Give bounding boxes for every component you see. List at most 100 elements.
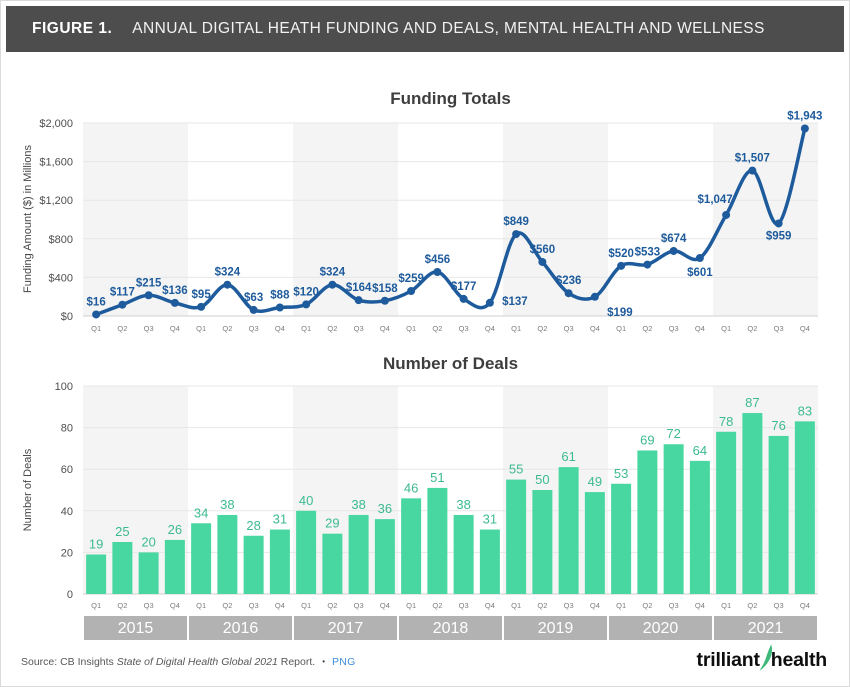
x-tick-q3-2017: Q3	[354, 601, 364, 610]
value-label-q4-2020: $601	[687, 267, 713, 279]
x-tick-q4-2018: Q4	[485, 324, 495, 333]
year-band-2017	[293, 123, 398, 316]
bar-q4-2019	[584, 492, 605, 594]
value-label-q3-2015: $215	[136, 277, 162, 289]
y-tick-label: $2,000	[39, 118, 73, 130]
x-tick-q4-2016: Q4	[275, 601, 285, 610]
data-point-q1-2019	[512, 230, 521, 239]
data-point-q2-2017	[328, 280, 337, 289]
bar-q2-2015	[112, 542, 133, 594]
value-label-q4-2016: $88	[270, 290, 290, 302]
data-point-q2-2018	[433, 267, 442, 276]
bar-q1-2021	[716, 431, 737, 594]
x-tick-q3-2015: Q3	[144, 601, 154, 610]
y-tick-label: 20	[61, 547, 73, 559]
figure-header: FIGURE 1. ANNUAL DIGITAL HEATH FUNDING A…	[6, 6, 844, 52]
data-point-q1-2020	[617, 261, 626, 270]
y-tick-label: $400	[49, 272, 73, 284]
bar-value-label-q3-2018: 38	[456, 497, 470, 512]
x-tick-q3-2016: Q3	[249, 601, 259, 610]
x-tick-q4-2019: Q4	[590, 601, 600, 610]
value-label-q1-2015: $16	[87, 296, 106, 308]
x-tick-q2-2021: Q2	[747, 324, 757, 333]
value-label-q2-2017: $324	[320, 267, 346, 279]
bar-value-label-q2-2020: 69	[640, 432, 654, 447]
bar-value-label-q2-2016: 38	[220, 497, 234, 512]
bar-q4-2015	[164, 539, 185, 594]
value-label-q3-2018: $177	[451, 281, 477, 293]
bar-value-label-q3-2016: 28	[246, 518, 260, 533]
trilliant-health-logo: trilliant health	[697, 644, 827, 672]
bar-q4-2021	[794, 421, 815, 594]
bar-value-label-q4-2015: 26	[168, 522, 182, 537]
data-point-q1-2021	[722, 210, 731, 219]
year-axis-band-2017	[294, 616, 397, 640]
year-band-2015	[83, 123, 188, 316]
x-tick-q4-2021: Q4	[800, 324, 810, 333]
x-tick-q3-2017: Q3	[354, 324, 364, 333]
value-label-q1-2018: $259	[398, 273, 424, 285]
bar-q2-2018	[427, 487, 448, 594]
x-tick-q2-2019: Q2	[537, 324, 547, 333]
x-tick-q1-2019: Q1	[511, 601, 521, 610]
bar-q3-2021	[768, 435, 789, 594]
value-label-q3-2021: $959	[766, 230, 792, 242]
bar-q2-2020	[637, 450, 658, 594]
data-point-q4-2021	[800, 124, 809, 133]
bar-q4-2017	[374, 519, 395, 594]
value-label-q4-2021: $1,943	[787, 111, 822, 123]
source-note: Source: CB Insights State of Digital Hea…	[21, 656, 356, 668]
x-tick-q1-2015: Q1	[91, 601, 101, 610]
x-tick-q3-2020: Q3	[669, 601, 679, 610]
bar-value-label-q1-2017: 40	[299, 493, 313, 508]
x-tick-q1-2017: Q1	[301, 601, 311, 610]
data-point-q3-2018	[459, 294, 468, 303]
bar-q1-2015	[86, 554, 107, 594]
data-point-q3-2015	[144, 291, 153, 300]
year-axis-band-2018	[399, 616, 502, 640]
figure-label: FIGURE 1.	[32, 20, 113, 37]
bar-q4-2016	[269, 529, 290, 594]
bar-value-label-q1-2016: 34	[194, 505, 208, 520]
value-label-q2-2015: $117	[110, 287, 135, 299]
png-link[interactable]: PNG	[332, 656, 356, 668]
value-label-q3-2017: $164	[346, 282, 372, 294]
x-tick-q4-2015: Q4	[170, 601, 180, 610]
x-tick-q4-2019: Q4	[590, 324, 600, 333]
data-point-q3-2017	[354, 296, 363, 305]
funding-chart-title: Funding Totals	[390, 89, 511, 108]
value-label-q1-2020: $520	[608, 248, 634, 260]
bar-value-label-q3-2015: 20	[141, 534, 155, 549]
x-tick-q3-2020: Q3	[669, 324, 679, 333]
bar-q1-2018	[401, 498, 422, 594]
year-axis-band-2020	[609, 616, 712, 640]
value-label-q2-2019: $560	[530, 244, 556, 256]
x-tick-q2-2018: Q2	[432, 324, 442, 333]
x-tick-q2-2016: Q2	[222, 601, 232, 610]
bar-q1-2019	[506, 479, 527, 594]
year-label-2015: 2015	[118, 620, 154, 637]
x-tick-q4-2018: Q4	[485, 601, 495, 610]
logo-word-health: health	[770, 649, 827, 671]
value-label-q4-2019: $199	[607, 307, 633, 319]
bar-q1-2020	[611, 483, 632, 594]
value-label-q4-2017: $158	[372, 283, 398, 295]
value-label-q3-2019: $236	[556, 275, 582, 287]
source-suffix: Report.	[277, 656, 316, 668]
bar-value-label-q4-2021: 83	[798, 403, 812, 418]
x-tick-q3-2015: Q3	[144, 324, 154, 333]
data-point-q3-2016	[249, 305, 258, 314]
x-tick-q2-2016: Q2	[222, 324, 232, 333]
bar-value-label-q4-2018: 31	[483, 512, 497, 527]
year-label-2019: 2019	[538, 620, 574, 637]
value-label-q1-2021: $1,047	[698, 194, 733, 206]
value-label-q2-2020: $533	[635, 247, 661, 259]
x-tick-q1-2018: Q1	[406, 324, 416, 333]
data-point-q1-2017	[302, 300, 311, 309]
data-point-q3-2020	[669, 246, 678, 255]
x-tick-q3-2021: Q3	[774, 601, 784, 610]
data-point-q2-2015	[118, 300, 127, 309]
x-tick-q2-2019: Q2	[537, 601, 547, 610]
value-label-q2-2016: $324	[215, 267, 241, 279]
